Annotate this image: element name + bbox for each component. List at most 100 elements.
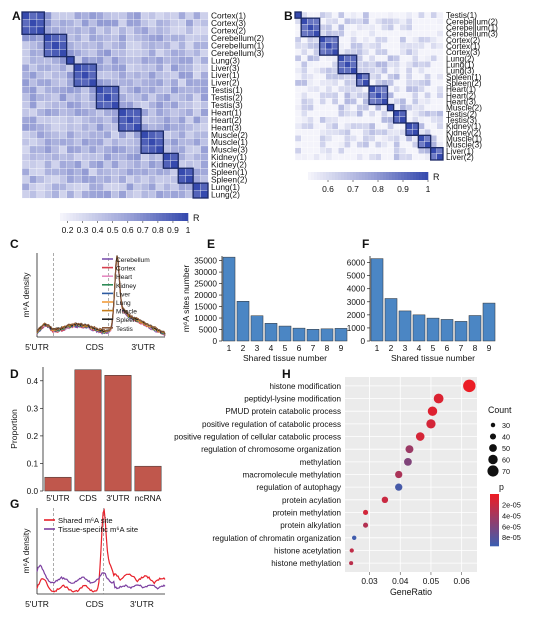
heatmap-cell xyxy=(418,91,425,99)
heatmap-cell xyxy=(111,108,120,117)
heatmap-cell xyxy=(387,61,395,68)
p-legend-step xyxy=(490,542,499,545)
heatmap-cell xyxy=(418,98,425,105)
heatmap-cell xyxy=(73,145,82,154)
term-dot xyxy=(363,509,369,516)
heatmap-cell xyxy=(51,101,60,110)
heatmap-cell xyxy=(200,93,209,102)
heatmap-cell xyxy=(344,91,351,99)
heatmap-cell xyxy=(21,182,30,191)
heatmap-cell xyxy=(399,54,407,62)
heatmap-cell xyxy=(118,160,127,169)
bar xyxy=(334,328,348,342)
heatmap-cell xyxy=(118,145,127,154)
heatmap-cell xyxy=(337,73,345,81)
heatmap-cell xyxy=(140,175,149,184)
heatmap-cell xyxy=(393,91,401,99)
heatmap-cell xyxy=(59,26,68,35)
heatmap-cell xyxy=(356,153,364,161)
colorbar-step xyxy=(413,172,417,180)
heatmap-cell xyxy=(387,67,395,75)
heatmap-cell xyxy=(44,145,53,154)
colorbar-step xyxy=(329,172,333,180)
heatmap-cell xyxy=(399,17,407,25)
heatmap-cell xyxy=(118,93,127,102)
heatmap-cell xyxy=(178,63,187,72)
heatmap-cell xyxy=(103,11,112,20)
heatmap-cell xyxy=(73,108,82,117)
heatmap-cell xyxy=(300,98,308,105)
heatmap-cell xyxy=(294,116,302,124)
heatmap-cell xyxy=(178,41,187,50)
heatmap-cell xyxy=(148,41,157,50)
colorbar-step xyxy=(362,172,366,180)
heatmap-cell xyxy=(424,48,432,56)
panel-letter: F xyxy=(362,237,369,251)
heatmap-cell xyxy=(96,41,105,50)
colorbar-step xyxy=(111,213,115,221)
heatmap-cell xyxy=(96,56,105,65)
heatmap-cell xyxy=(185,56,194,65)
x-tick-label: 3 xyxy=(403,343,408,353)
heatmap-cell xyxy=(44,11,53,20)
p-legend-step xyxy=(490,516,499,519)
heatmap-cell xyxy=(381,128,388,136)
term-dot xyxy=(395,483,403,491)
heatmap-cell xyxy=(170,93,179,102)
heatmap-cell xyxy=(424,104,432,112)
cluster-box xyxy=(294,11,302,19)
heatmap-cell xyxy=(59,71,68,80)
heatmap-cell xyxy=(185,63,194,72)
heatmap-cell xyxy=(319,85,327,93)
heatmap-cell xyxy=(300,141,308,149)
heatmap-cell xyxy=(140,26,149,35)
heatmap-cell xyxy=(111,71,120,80)
series-line xyxy=(36,564,166,590)
heatmap-cell xyxy=(163,93,172,102)
heatmap-cell xyxy=(192,168,201,177)
heatmap-cell xyxy=(36,115,45,124)
heatmap-cell xyxy=(411,54,419,62)
heatmap-cell xyxy=(133,130,142,139)
cluster-box xyxy=(337,54,358,75)
colorbar-step xyxy=(347,172,351,180)
heatmap-cell xyxy=(424,116,432,124)
heatmap-cell xyxy=(381,42,388,50)
colorbar-step xyxy=(140,213,144,221)
row-label: Cerebellum(2) xyxy=(446,17,498,26)
heatmap-cell xyxy=(73,49,82,58)
heatmap-cell xyxy=(331,110,339,118)
x-tick-label: 9 xyxy=(339,343,344,353)
x-tick-label: ncRNA xyxy=(135,493,162,503)
heatmap-cell xyxy=(185,190,194,199)
heatmap-cell xyxy=(66,56,75,65)
legend-entry: Liver xyxy=(116,291,131,298)
p-legend-tick: 8e-05 xyxy=(502,533,521,542)
count-legend-dot xyxy=(490,422,496,428)
heatmap-cell xyxy=(374,85,382,93)
heatmap-cell xyxy=(59,123,68,132)
heatmap-cell xyxy=(185,145,194,154)
row-label: Testis(3) xyxy=(446,116,477,125)
heatmap-cell xyxy=(387,110,395,118)
heatmap-cell xyxy=(381,36,388,44)
heatmap-cell xyxy=(192,153,201,162)
heatmap-cell xyxy=(374,135,382,142)
colorbar-step xyxy=(377,172,381,180)
heatmap-cell xyxy=(148,138,157,147)
x-tick-label: 1 xyxy=(227,343,232,353)
heatmap-cell xyxy=(319,98,327,105)
heatmap-cell xyxy=(294,104,302,112)
heatmap-cell xyxy=(81,56,90,65)
heatmap-cell xyxy=(411,17,419,25)
heatmap-cell xyxy=(313,141,321,149)
heatmap-cell xyxy=(73,190,82,199)
heatmap-cell xyxy=(393,54,401,62)
heatmap-cell xyxy=(307,116,314,124)
heatmap-cell xyxy=(393,24,401,31)
heatmap-cell xyxy=(362,67,370,75)
heatmap-cell xyxy=(148,145,157,154)
heatmap-cell xyxy=(300,30,308,38)
colorbar-step xyxy=(338,172,342,180)
